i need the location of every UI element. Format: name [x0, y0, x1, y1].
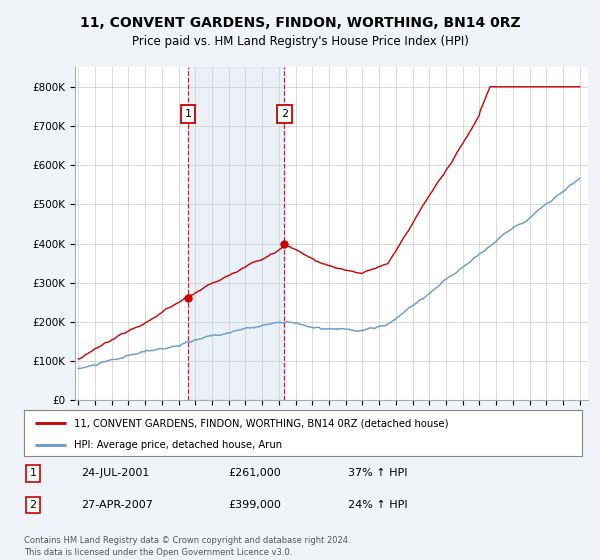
Text: 11, CONVENT GARDENS, FINDON, WORTHING, BN14 0RZ (detached house): 11, CONVENT GARDENS, FINDON, WORTHING, B…	[74, 418, 449, 428]
Text: 27-APR-2007: 27-APR-2007	[81, 500, 153, 510]
Text: 2: 2	[281, 109, 288, 119]
Text: Price paid vs. HM Land Registry's House Price Index (HPI): Price paid vs. HM Land Registry's House …	[131, 35, 469, 48]
Text: 24-JUL-2001: 24-JUL-2001	[81, 468, 149, 478]
Text: 24% ↑ HPI: 24% ↑ HPI	[348, 500, 407, 510]
Bar	[188, 67, 284, 400]
Text: 11, CONVENT GARDENS, FINDON, WORTHING, BN14 0RZ: 11, CONVENT GARDENS, FINDON, WORTHING, B…	[80, 16, 520, 30]
Text: 1: 1	[184, 109, 191, 119]
Text: HPI: Average price, detached house, Arun: HPI: Average price, detached house, Arun	[74, 440, 283, 450]
Text: 37% ↑ HPI: 37% ↑ HPI	[348, 468, 407, 478]
Text: 2: 2	[29, 500, 37, 510]
Text: Contains HM Land Registry data © Crown copyright and database right 2024.
This d: Contains HM Land Registry data © Crown c…	[24, 536, 350, 557]
Text: £261,000: £261,000	[228, 468, 281, 478]
Text: £399,000: £399,000	[228, 500, 281, 510]
Text: 1: 1	[29, 468, 37, 478]
